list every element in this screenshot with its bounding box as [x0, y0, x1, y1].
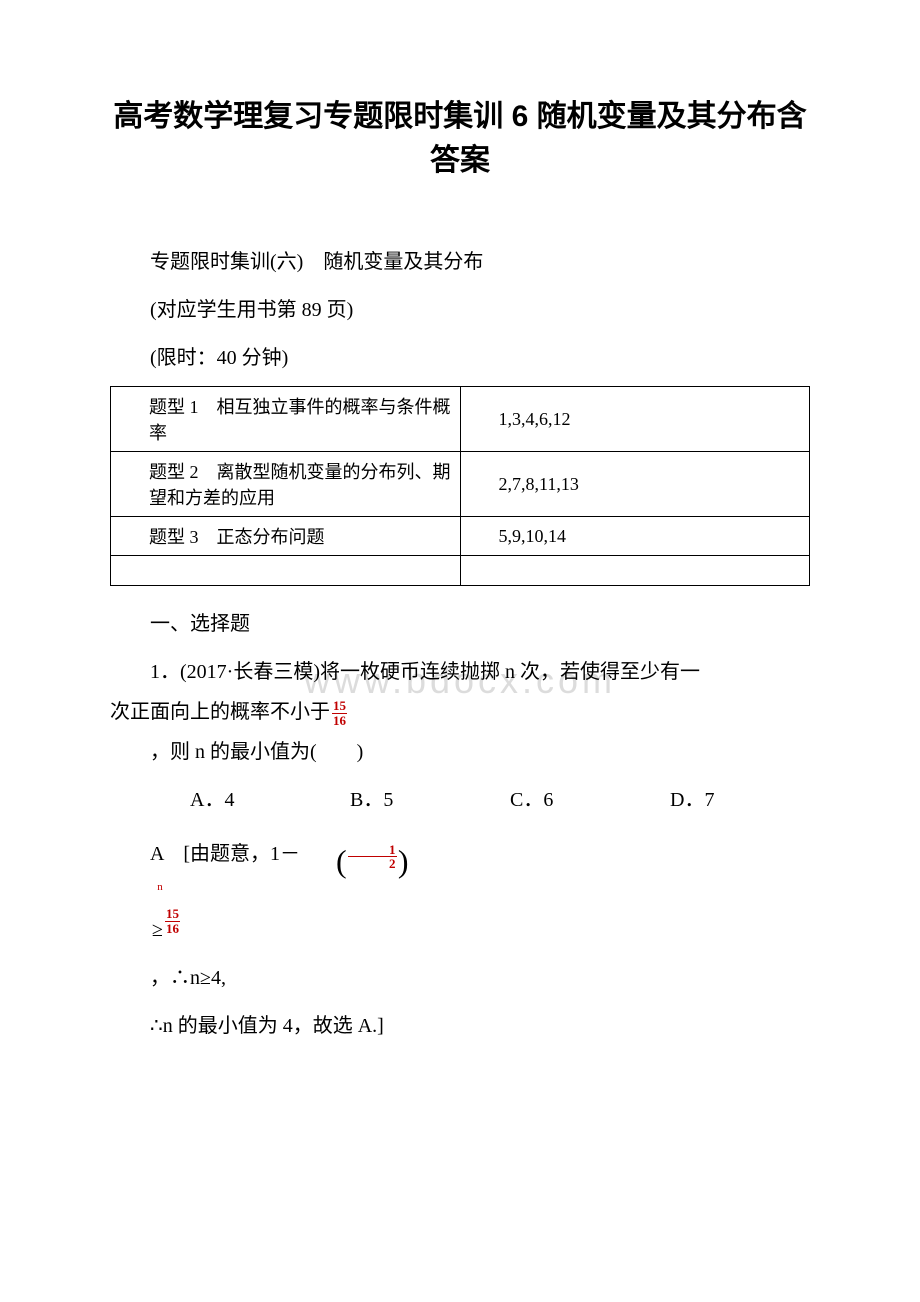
- solution-conclusion: ∴n 的最小值为 4，故选 A.]: [110, 1006, 810, 1046]
- table-cell: [460, 556, 810, 586]
- fraction-denominator: 16: [165, 922, 180, 936]
- table-row: 题型 2 离散型随机变量的分布列、期望和方差的应用 2,7,8,11,13: [111, 452, 810, 517]
- table-cell: 1,3,4,6,12: [460, 387, 810, 452]
- section-heading: 一、选择题: [110, 604, 810, 644]
- fraction-numerator: 15: [332, 699, 347, 714]
- solution-line-3: ，∴n≥4,: [110, 958, 810, 998]
- table-row: 题型 1 相互独立事件的概率与条件概率 1,3,4,6,12: [111, 387, 810, 452]
- page-content: 高考数学理复习专题限时集训 6 随机变量及其分布含答案 专题限时集训(六) 随机…: [110, 95, 810, 1046]
- exponent-n: n: [135, 881, 810, 893]
- question-1-stem: 1．(2017·长春三模)将一枚硬币连续抛掷 n 次，若使得至少有一 次正面向上…: [110, 652, 810, 732]
- topic-table: 题型 1 相互独立事件的概率与条件概率 1,3,4,6,12 题型 2 离散型随…: [110, 386, 810, 586]
- option-d: D．7: [630, 780, 785, 820]
- fraction-15-16-b: 1516: [165, 907, 180, 935]
- solution-line-1: A [由题意，1－(12): [110, 834, 810, 875]
- q1-stem-line1: 1．(2017·长春三模)将一枚硬币连续抛掷 n 次，若使得至少有一: [110, 652, 810, 692]
- table-cell: 题型 3 正态分布问题: [111, 517, 461, 556]
- fraction-15-16: 1516: [332, 699, 347, 727]
- table-cell: 2,7,8,11,13: [460, 452, 810, 517]
- option-a: A．4: [150, 780, 305, 820]
- q1-tail: ，则 n 的最小值为( ): [110, 732, 810, 772]
- fraction-denominator: 16: [332, 714, 347, 728]
- solution-line-2: ≥1516: [152, 907, 810, 950]
- option-c: C．6: [470, 780, 625, 820]
- option-b: B．5: [310, 780, 465, 820]
- q1-stem-line2: 次正面向上的概率不小于1516: [110, 701, 349, 723]
- intro-line-3: (限时：40 分钟): [110, 338, 810, 378]
- table-row: 题型 3 正态分布问题 5,9,10,14: [111, 517, 810, 556]
- fraction-numerator: 15: [165, 907, 180, 922]
- document-title: 高考数学理复习专题限时集训 6 随机变量及其分布含答案: [110, 95, 810, 182]
- table-cell: 题型 2 离散型随机变量的分布列、期望和方差的应用: [111, 452, 461, 517]
- intro-line-2: (对应学生用书第 89 页): [110, 290, 810, 330]
- table-row: [111, 556, 810, 586]
- table-cell: 5,9,10,14: [460, 517, 810, 556]
- right-paren-icon: ): [358, 829, 409, 893]
- intro-line-1: 专题限时集训(六) 随机变量及其分布: [110, 242, 810, 282]
- table-cell: 题型 1 相互独立事件的概率与条件概率: [111, 387, 461, 452]
- table-cell: [111, 556, 461, 586]
- q1-options: A．4 B．5 C．6 D．7: [110, 780, 810, 820]
- left-paren-icon: (: [296, 829, 347, 893]
- q1-stem-wrap-text: 次正面向上的概率不小于: [110, 701, 330, 723]
- paren-fraction-half: (12): [300, 835, 405, 875]
- solution-prefix: A [由题意，1－: [150, 843, 300, 865]
- geq-symbol: ≥: [152, 919, 163, 941]
